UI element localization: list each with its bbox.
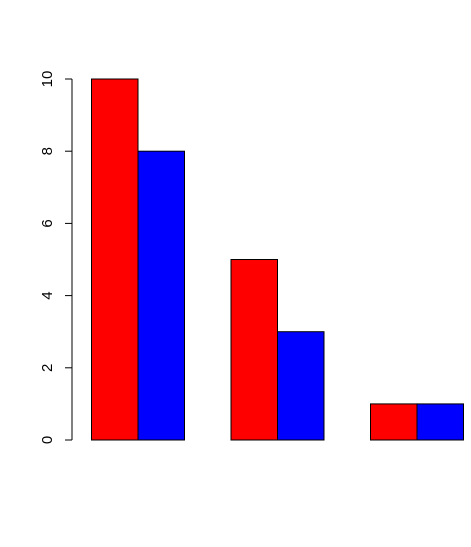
bar-series1-group3: [370, 403, 418, 441]
bar-series2-group1: [137, 150, 185, 441]
y-tick-label: 6: [39, 219, 56, 227]
y-tick-label: 2: [39, 364, 56, 372]
bars-layer: [91, 78, 464, 441]
bar-series2-group3: [416, 403, 464, 441]
bar-series2-group2: [277, 331, 325, 441]
y-tick-label: 8: [39, 147, 56, 155]
y-tick-label: 10: [39, 71, 56, 88]
y-tick-label: 0: [39, 436, 56, 444]
y-axis: 0 2 4 6 8 10: [39, 71, 73, 444]
bar-series1-group1: [91, 78, 139, 441]
y-tick-label: 4: [39, 291, 56, 299]
bar-series1-group2: [230, 259, 278, 441]
